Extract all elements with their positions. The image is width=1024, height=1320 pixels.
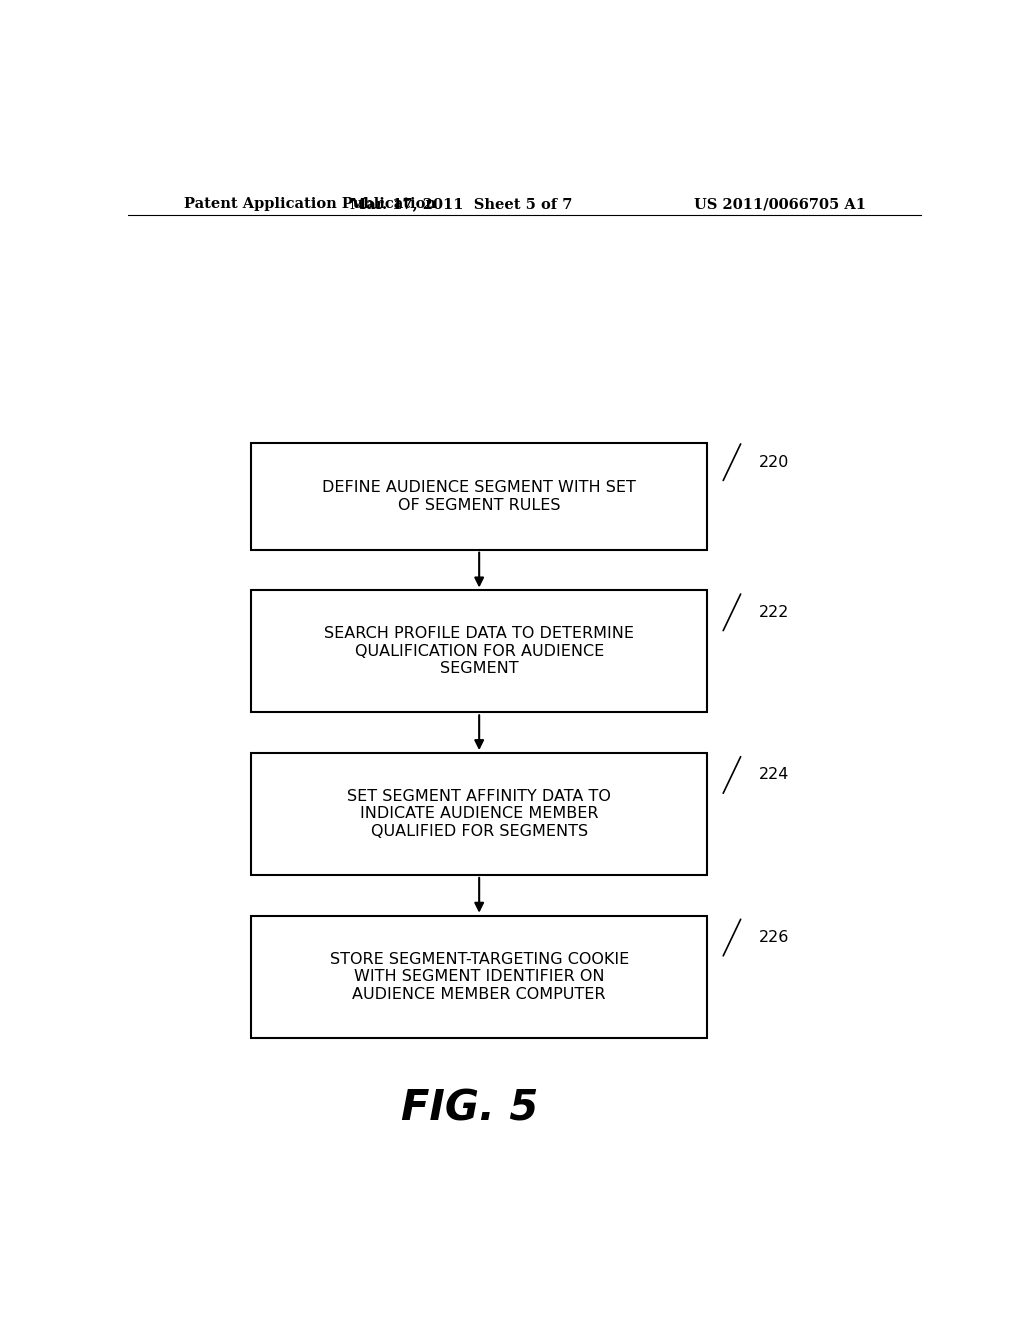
- Text: FIG. 5: FIG. 5: [400, 1088, 538, 1130]
- Bar: [251, 590, 708, 713]
- Text: STORE SEGMENT-TARGETING COOKIE
WITH SEGMENT IDENTIFIER ON
AUDIENCE MEMBER COMPUT: STORE SEGMENT-TARGETING COOKIE WITH SEGM…: [330, 952, 629, 1002]
- Text: Mar. 17, 2011  Sheet 5 of 7: Mar. 17, 2011 Sheet 5 of 7: [350, 197, 572, 211]
- Text: SEARCH PROFILE DATA TO DETERMINE
QUALIFICATION FOR AUDIENCE
SEGMENT: SEARCH PROFILE DATA TO DETERMINE QUALIFI…: [325, 627, 634, 676]
- Text: US 2011/0066705 A1: US 2011/0066705 A1: [694, 197, 866, 211]
- Bar: [251, 752, 708, 875]
- Text: SET SEGMENT AFFINITY DATA TO
INDICATE AUDIENCE MEMBER
QUALIFIED FOR SEGMENTS: SET SEGMENT AFFINITY DATA TO INDICATE AU…: [347, 789, 611, 840]
- Text: 226: 226: [759, 931, 790, 945]
- Text: DEFINE AUDIENCE SEGMENT WITH SET
OF SEGMENT RULES: DEFINE AUDIENCE SEGMENT WITH SET OF SEGM…: [323, 480, 636, 512]
- Text: 220: 220: [759, 454, 790, 470]
- Text: Patent Application Publication: Patent Application Publication: [183, 197, 435, 211]
- Bar: [251, 916, 708, 1038]
- Text: 224: 224: [759, 767, 790, 783]
- Text: 222: 222: [759, 605, 790, 620]
- Bar: [251, 444, 708, 549]
